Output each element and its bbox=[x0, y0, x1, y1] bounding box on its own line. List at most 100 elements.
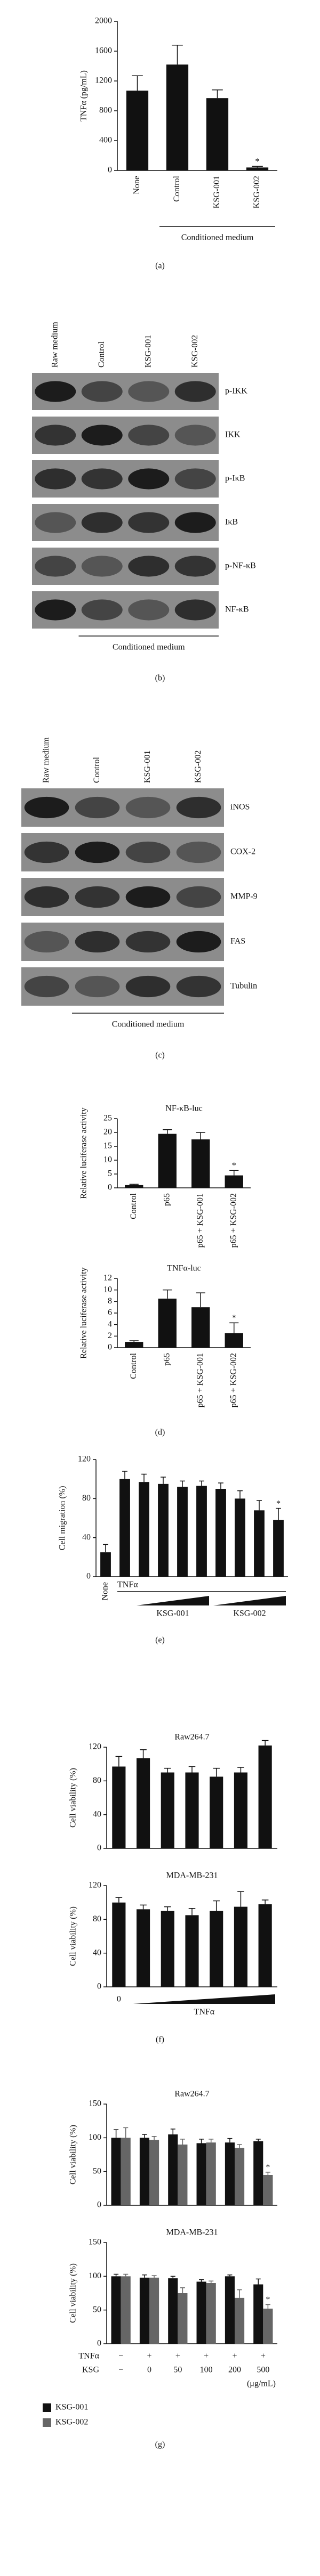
band bbox=[174, 599, 216, 621]
y-axis-label: Cell viability (%) bbox=[69, 1906, 78, 1966]
bar bbox=[253, 2284, 263, 2344]
bar bbox=[225, 1333, 243, 1348]
x-tick-label: p65 + KSG-001 bbox=[196, 1193, 205, 1248]
row-cell: + bbox=[175, 2352, 180, 2361]
band bbox=[75, 975, 120, 998]
bar bbox=[111, 2276, 121, 2344]
bar bbox=[126, 91, 149, 170]
error-bar bbox=[188, 1908, 196, 1915]
bar bbox=[185, 1772, 199, 1848]
bar bbox=[273, 1520, 284, 1577]
bar bbox=[158, 1298, 177, 1348]
bar bbox=[234, 1906, 247, 1987]
y-tick-label: 150 bbox=[89, 2238, 101, 2247]
lane-label: Raw medium bbox=[50, 322, 59, 368]
legend-swatch bbox=[43, 2403, 51, 2412]
group-label: KSG-001 bbox=[156, 1609, 189, 1618]
x-tick-label: KSG-002 bbox=[252, 176, 261, 208]
row-cell: + bbox=[147, 2352, 151, 2361]
error-bar bbox=[122, 1471, 127, 1479]
error-bar bbox=[163, 1129, 172, 1134]
band bbox=[174, 381, 216, 402]
y-tick-label: 40 bbox=[82, 1532, 91, 1542]
y-axis-label: Cell viability (%) bbox=[69, 1768, 78, 1828]
band bbox=[176, 886, 221, 908]
bar bbox=[206, 2283, 216, 2344]
significance-mark: * bbox=[232, 1314, 236, 1323]
x-tick-label: 500 bbox=[257, 2366, 269, 2375]
error-bar bbox=[114, 2129, 119, 2138]
row-cell: + bbox=[232, 2352, 237, 2361]
error-bar bbox=[115, 1756, 123, 1767]
y-tick-label: 0 bbox=[97, 2200, 101, 2210]
error-bar bbox=[170, 2129, 175, 2134]
band bbox=[176, 796, 221, 819]
chart-title: Raw264.7 bbox=[174, 2090, 209, 2099]
x-axis-label: Conditioned medium bbox=[112, 1020, 185, 1029]
y-tick-label: 40 bbox=[93, 1948, 101, 1957]
error-bar bbox=[170, 2276, 175, 2279]
bar bbox=[178, 2145, 188, 2205]
band bbox=[128, 599, 170, 621]
error-bar bbox=[229, 1170, 239, 1176]
y-tick-label: 0 bbox=[108, 166, 112, 175]
bar bbox=[263, 2309, 273, 2344]
band bbox=[75, 841, 120, 863]
band bbox=[81, 512, 123, 533]
panel-label: (d) bbox=[155, 1428, 165, 1437]
y-tick-label: 12 bbox=[103, 1274, 112, 1283]
lane-label: KSG-001 bbox=[143, 751, 152, 783]
error-bar bbox=[252, 166, 263, 168]
error-bar bbox=[227, 2275, 233, 2277]
error-bar bbox=[151, 2136, 157, 2140]
error-bar bbox=[265, 2172, 270, 2175]
band bbox=[176, 975, 221, 998]
error-bar bbox=[199, 1480, 204, 1486]
error-bar bbox=[188, 1766, 196, 1773]
error-bar bbox=[141, 1473, 147, 1482]
y-tick-label: 10 bbox=[103, 1285, 112, 1294]
bar bbox=[125, 1342, 143, 1348]
group-label: TNFα bbox=[194, 2008, 215, 2017]
chart-title: NF-κB-luc bbox=[165, 1104, 202, 1113]
bar bbox=[112, 1902, 126, 1987]
error-bar bbox=[237, 1490, 243, 1499]
group-label: KSG-002 bbox=[233, 1609, 266, 1618]
bar bbox=[139, 2277, 149, 2344]
band bbox=[125, 796, 171, 819]
error-bar bbox=[103, 1544, 108, 1553]
error-bar bbox=[261, 1900, 269, 1904]
band bbox=[75, 796, 120, 819]
y-tick-label: 0 bbox=[86, 1572, 91, 1581]
chart-title: MDA-MB-231 bbox=[166, 1871, 218, 1880]
y-axis-label: Cell viability (%) bbox=[69, 2263, 78, 2323]
bar bbox=[234, 1772, 247, 1848]
error-bar bbox=[265, 2304, 270, 2309]
x-tick-label: None bbox=[132, 176, 141, 194]
lane-label: KSG-002 bbox=[194, 751, 203, 783]
band bbox=[81, 468, 123, 490]
error-bar bbox=[132, 75, 143, 91]
error-bar bbox=[255, 2139, 261, 2141]
significance-mark: * bbox=[255, 157, 260, 166]
error-bar bbox=[180, 1480, 185, 1487]
error-bar bbox=[196, 1292, 205, 1308]
band-label: IKK bbox=[225, 430, 241, 439]
bar bbox=[161, 1911, 174, 1987]
group-label: TNFα bbox=[117, 1580, 138, 1589]
error-bar bbox=[209, 2139, 214, 2143]
error-bar bbox=[161, 1477, 166, 1484]
bar bbox=[121, 2276, 131, 2344]
bar bbox=[225, 1175, 243, 1188]
x-tick-label: Control bbox=[129, 1352, 138, 1379]
band bbox=[24, 841, 69, 863]
bar bbox=[206, 2142, 216, 2205]
band-label: MMP-9 bbox=[230, 892, 258, 901]
band bbox=[174, 556, 216, 577]
band bbox=[75, 931, 120, 953]
error-bar bbox=[123, 2127, 129, 2138]
error-bar bbox=[196, 1132, 205, 1139]
x-tick-label: 0 bbox=[147, 2366, 151, 2375]
band bbox=[24, 886, 69, 908]
error-bar bbox=[212, 89, 223, 99]
